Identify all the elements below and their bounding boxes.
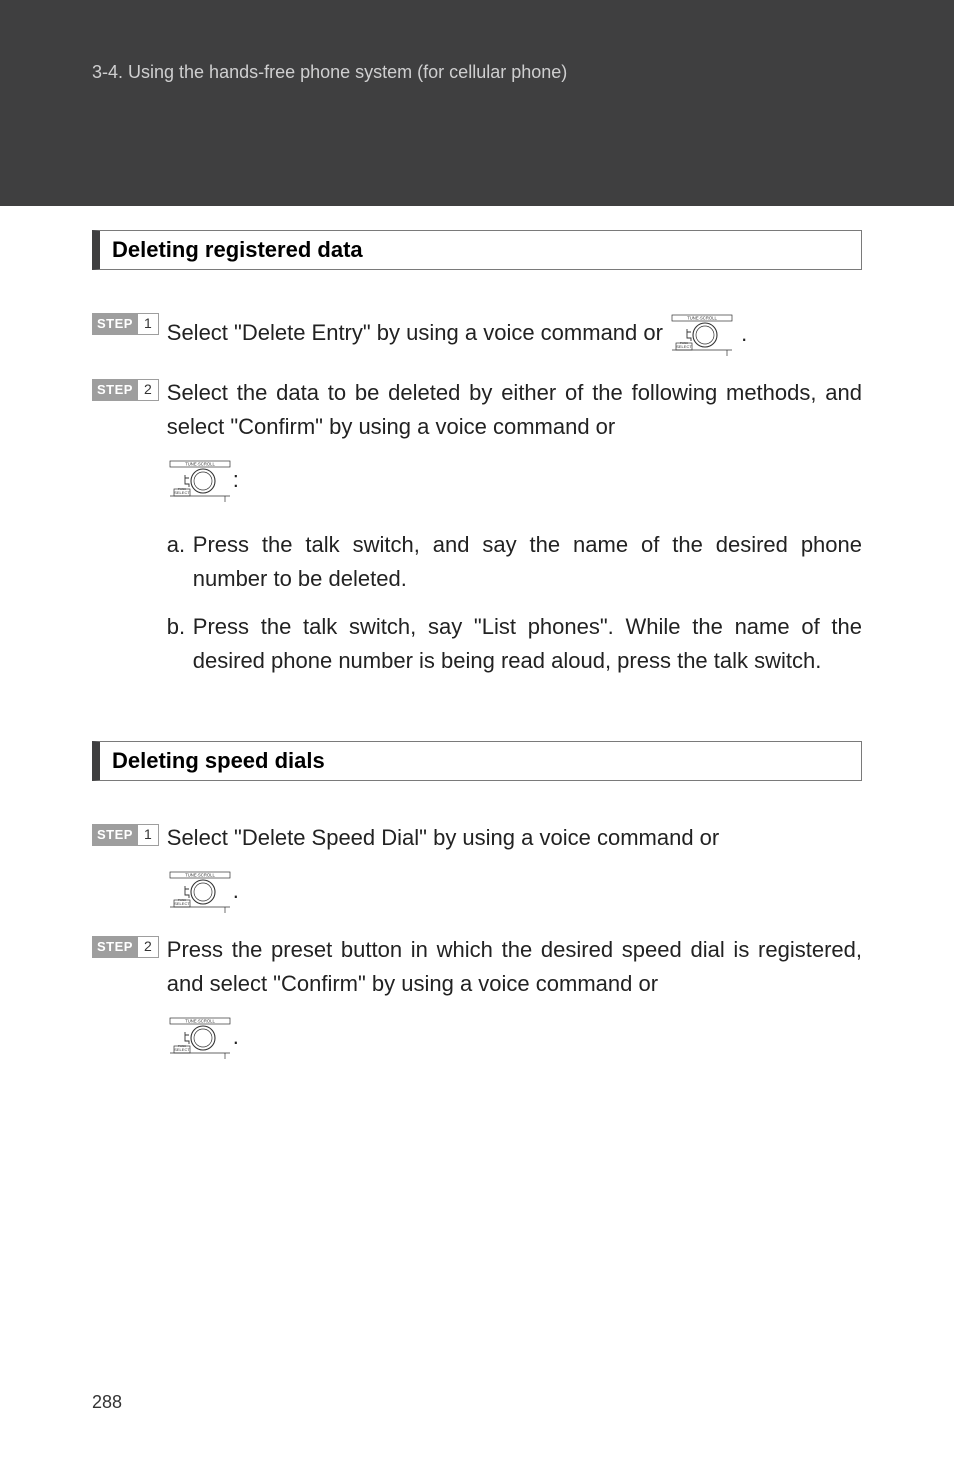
step-2-badge-s2: STEP 2 — [92, 936, 159, 958]
step-2-text-after: : — [233, 467, 239, 492]
step-2-s2-text-before: Press the preset button in which the des… — [167, 937, 862, 996]
svg-text:PUSH: PUSH — [178, 898, 186, 902]
knob-top-label: TUNE·SCROLL — [185, 872, 215, 877]
step-2-sublist: a. Press the talk switch, and say the na… — [167, 528, 862, 678]
list-item: b. Press the talk switch, say "List phon… — [167, 610, 862, 678]
item-a-text: Press the talk switch, and say the name … — [193, 528, 862, 596]
tune-scroll-knob-icon: TUNE·SCROLL SELECT PUSH — [671, 310, 733, 358]
item-b-letter: b. — [167, 610, 193, 678]
step-label: STEP — [92, 313, 138, 335]
step-1-text-before: Select "Delete Entry" by using a voice c… — [167, 320, 669, 345]
step-label: STEP — [92, 824, 138, 846]
svg-text:PUSH: PUSH — [178, 1044, 186, 1048]
page-number: 288 — [92, 1392, 122, 1413]
step-2-badge: STEP 2 — [92, 379, 159, 401]
page-header-bar: 3-4. Using the hands-free phone system (… — [0, 0, 954, 206]
step-1-text-after: . — [735, 321, 747, 346]
section-title-text: Deleting registered data — [112, 237, 363, 262]
step-2-row: STEP 2 Select the data to be deleted by … — [92, 376, 862, 697]
tune-scroll-knob-icon: TUNE·SCROLL SELECT PUSH — [169, 867, 231, 915]
step-1-s2-text-before: Select "Delete Speed Dial" by using a vo… — [167, 825, 719, 850]
step-1-badge-s2: STEP 1 — [92, 824, 159, 846]
step-1-body-s2: Select "Delete Speed Dial" by using a vo… — [167, 821, 862, 915]
svg-text:PUSH: PUSH — [178, 487, 186, 491]
step-1-row-s2: STEP 1 Select "Delete Speed Dial" by usi… — [92, 821, 862, 915]
step-2-body-s2: Press the preset button in which the des… — [167, 933, 862, 1061]
step-number: 1 — [138, 824, 159, 846]
item-a-letter: a. — [167, 528, 193, 596]
svg-text:PUSH: PUSH — [680, 341, 688, 345]
section-title-deleting-registered-data: Deleting registered data — [92, 230, 862, 270]
step-1-body: Select "Delete Entry" by using a voice c… — [167, 310, 862, 358]
step-2-body: Select the data to be deleted by either … — [167, 376, 862, 697]
step-number: 1 — [138, 313, 159, 335]
step-2-s2-text-after: . — [233, 1024, 239, 1049]
item-b-text: Press the talk switch, say "List phones"… — [193, 610, 862, 678]
section-title-text: Deleting speed dials — [112, 748, 325, 773]
breadcrumb: 3-4. Using the hands-free phone system (… — [92, 62, 567, 82]
tune-scroll-knob-icon: TUNE·SCROLL SELECT PUSH — [169, 1013, 231, 1061]
step-label: STEP — [92, 936, 138, 958]
step-1-s2-text-after: . — [233, 878, 239, 903]
step-2-row-s2: STEP 2 Press the preset button in which … — [92, 933, 862, 1061]
knob-top-label: TUNE·SCROLL — [687, 316, 717, 321]
page-content: Deleting registered data STEP 1 Select "… — [92, 230, 862, 1079]
step-label: STEP — [92, 379, 138, 401]
tune-scroll-knob-icon: TUNE·SCROLL SELECT PUSH — [169, 456, 231, 504]
step-1-row: STEP 1 Select "Delete Entry" by using a … — [92, 310, 862, 358]
step-number: 2 — [138, 379, 159, 401]
knob-top-label: TUNE·SCROLL — [185, 1018, 215, 1023]
section-title-deleting-speed-dials: Deleting speed dials — [92, 741, 862, 781]
step-1-badge: STEP 1 — [92, 313, 159, 335]
step-number: 2 — [138, 936, 159, 958]
step-2-text-before: Select the data to be deleted by either … — [167, 380, 862, 439]
knob-top-label: TUNE·SCROLL — [185, 462, 215, 467]
list-item: a. Press the talk switch, and say the na… — [167, 528, 862, 596]
